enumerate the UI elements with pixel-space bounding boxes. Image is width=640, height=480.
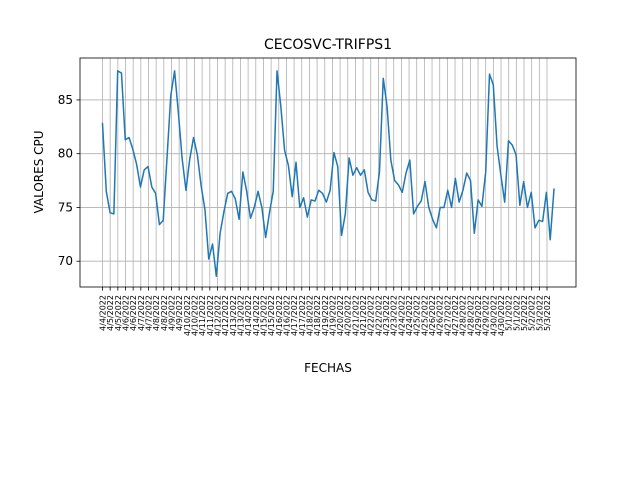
x-tick-label: 5/3/2022 xyxy=(535,295,544,331)
x-tick-label: 4/21/2022 xyxy=(351,295,360,336)
x-tick-label: 4/23/2022 xyxy=(382,295,391,336)
x-tick-label: 4/20/2022 xyxy=(344,295,353,336)
y-tick-label: 70 xyxy=(58,254,73,268)
x-tick-label: 4/22/2022 xyxy=(367,295,376,336)
x-tick-label: 4/4/2022 xyxy=(99,295,108,331)
plot-frame xyxy=(79,57,577,288)
x-tick-label: 4/28/2022 xyxy=(459,295,468,336)
x-tick-label: 4/18/2022 xyxy=(313,295,322,336)
x-tick-label: 5/1/2022 xyxy=(512,295,521,331)
x-tick-label: 4/9/2022 xyxy=(167,295,176,331)
x-tick-label: 4/20/2022 xyxy=(336,295,345,336)
y-axis-label: VALORES CPU xyxy=(32,130,46,213)
x-tick-label: 4/26/2022 xyxy=(436,295,445,336)
x-tick-label: 4/13/2022 xyxy=(229,295,238,336)
x-tick-label: 4/16/2022 xyxy=(275,295,284,336)
x-tick-label: 4/12/2022 xyxy=(221,295,230,336)
x-tick-label: 5/2/2022 xyxy=(520,295,529,331)
x-axis-label: FECHAS xyxy=(304,361,352,375)
x-tick-label: 4/13/2022 xyxy=(236,295,245,336)
x-tick-label: 4/27/2022 xyxy=(443,295,452,336)
x-tick-label: 4/27/2022 xyxy=(451,295,460,336)
x-tick-label: 4/8/2022 xyxy=(152,295,161,331)
x-tick-label: 4/11/2022 xyxy=(206,295,215,336)
y-tick-label: 75 xyxy=(58,200,73,214)
x-tick-label: 4/25/2022 xyxy=(413,295,422,336)
x-tick-label: 4/24/2022 xyxy=(405,295,414,336)
x-tick-label: 4/9/2022 xyxy=(175,295,184,331)
x-tick-label: 4/6/2022 xyxy=(129,295,138,331)
x-tick-label: 4/15/2022 xyxy=(267,295,276,336)
x-tick-label: 4/28/2022 xyxy=(466,295,475,336)
y-axis-ticks: 70 75 80 85 xyxy=(58,93,80,268)
x-tick-label: 4/25/2022 xyxy=(420,295,429,336)
x-tick-label: 5/1/2022 xyxy=(505,295,514,331)
x-tick-label: 4/15/2022 xyxy=(259,295,268,336)
x-tick-label: 4/23/2022 xyxy=(390,295,399,336)
x-tick-label: 4/21/2022 xyxy=(359,295,368,336)
x-tick-label: 4/30/2022 xyxy=(497,295,506,336)
x-tick-label: 4/5/2022 xyxy=(114,295,123,331)
grid-lines xyxy=(80,58,576,287)
x-tick-label: 4/11/2022 xyxy=(198,295,207,336)
x-tick-label: 4/5/2022 xyxy=(106,295,115,331)
y-tick-label: 85 xyxy=(58,93,73,107)
x-tick-label: 4/19/2022 xyxy=(328,295,337,336)
x-tick-label: 4/24/2022 xyxy=(397,295,406,336)
x-tick-label: 4/7/2022 xyxy=(137,295,146,331)
x-tick-label: 4/17/2022 xyxy=(290,295,299,336)
series-line xyxy=(101,70,555,277)
x-tick-label: 4/22/2022 xyxy=(374,295,383,336)
x-axis-ticks: 4/4/20224/5/20224/5/20224/6/20224/6/2022… xyxy=(99,287,552,336)
x-tick-label: 5/3/2022 xyxy=(543,295,552,331)
x-tick-label: 4/7/2022 xyxy=(144,295,153,331)
x-tick-label: 4/19/2022 xyxy=(321,295,330,336)
x-tick-label: 4/12/2022 xyxy=(213,295,222,336)
x-tick-label: 4/30/2022 xyxy=(489,295,498,336)
x-tick-label: 4/10/2022 xyxy=(183,295,192,336)
x-tick-label: 4/29/2022 xyxy=(482,295,491,336)
x-tick-label: 4/17/2022 xyxy=(298,295,307,336)
x-tick-label: 4/18/2022 xyxy=(305,295,314,336)
x-tick-label: 4/14/2022 xyxy=(252,295,261,336)
x-tick-label: 4/29/2022 xyxy=(474,295,483,336)
chart-title: CECOSVC-TRIFPS1 xyxy=(264,37,392,53)
x-tick-label: 4/10/2022 xyxy=(190,295,199,336)
x-tick-label: 4/16/2022 xyxy=(282,295,291,336)
x-tick-label: 5/2/2022 xyxy=(528,295,537,331)
x-tick-label: 4/8/2022 xyxy=(160,295,169,331)
x-tick-label: 4/6/2022 xyxy=(121,295,130,331)
x-tick-label: 4/26/2022 xyxy=(428,295,437,336)
x-tick-label: 4/14/2022 xyxy=(244,295,253,336)
y-tick-label: 80 xyxy=(58,147,73,161)
